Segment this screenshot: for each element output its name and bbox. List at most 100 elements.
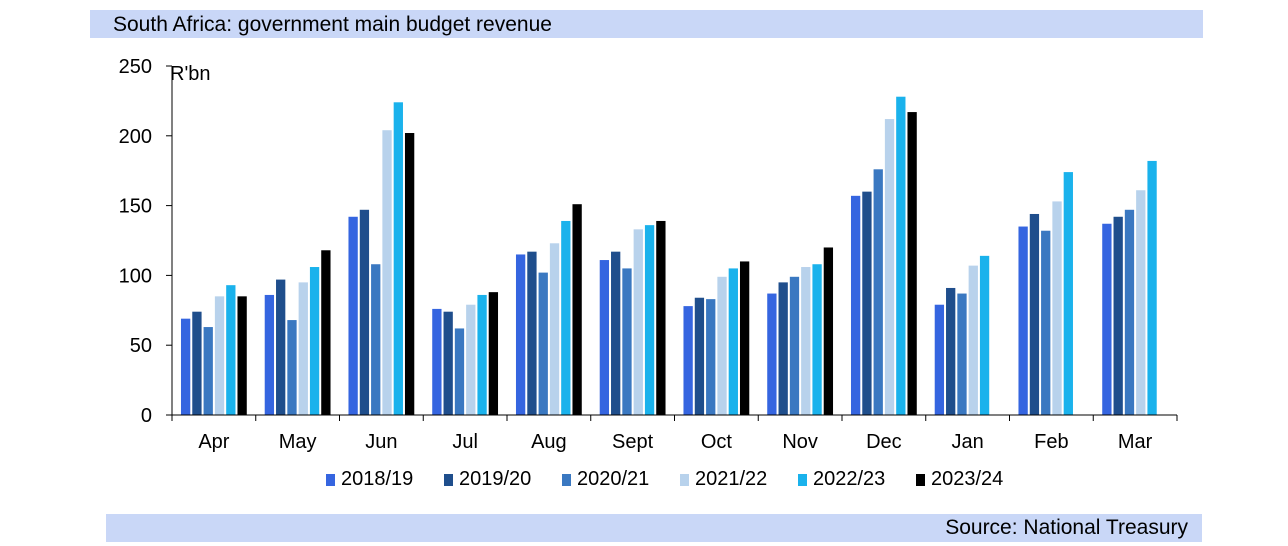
bar-2022-23-jul bbox=[477, 294, 487, 415]
bar-2020-21-nov bbox=[789, 276, 800, 415]
bar-2018-19-dec bbox=[850, 195, 861, 415]
bar-2019-20-jul bbox=[443, 311, 453, 415]
bar-2020-21-may bbox=[287, 320, 297, 415]
bar-2018-19-jul bbox=[432, 308, 442, 415]
bar-2020-21-aug bbox=[538, 272, 548, 415]
bar-2018-19-may bbox=[264, 294, 275, 415]
y-tick-label: 100 bbox=[119, 265, 152, 287]
bar-2020-21-mar bbox=[1124, 209, 1135, 415]
bar-2021-22-jul bbox=[466, 304, 476, 415]
x-tick-label: Apr bbox=[198, 431, 229, 453]
bar-2022-23-jan bbox=[979, 255, 990, 415]
x-tick-label: Oct bbox=[701, 431, 733, 453]
legend-label: 2018/19 bbox=[341, 468, 414, 490]
axes-group: 0 50 100 150 200 250 Apr May Jun Jul Aug Sept Oct Nov… bbox=[119, 56, 1178, 453]
legend-item-2023-24: 2023/24 bbox=[916, 468, 1003, 491]
legend-item-2018-19: 2018/19 bbox=[326, 468, 413, 491]
bar-2020-21-oct bbox=[706, 299, 716, 415]
x-tick-label: Jan bbox=[952, 431, 984, 453]
legend: 2018/19 2019/20 2020/21 2021/22 2022/23 2023/… bbox=[0, 468, 1288, 494]
bar-2021-22-aug bbox=[549, 243, 560, 415]
legend-label: 2020/21 bbox=[577, 468, 650, 490]
bar-2018-19-sept bbox=[599, 260, 610, 415]
bar-2018-19-apr bbox=[180, 318, 191, 415]
bar-2018-19-oct bbox=[683, 306, 693, 415]
bar-2018-19-nov bbox=[767, 293, 777, 415]
y-tick-label: 250 bbox=[119, 56, 152, 78]
bar-2023-24-jun bbox=[404, 133, 415, 415]
x-tick-label: Nov bbox=[782, 431, 818, 453]
y-tick-label: 200 bbox=[119, 126, 152, 148]
source-bar: Source: National Treasury bbox=[106, 514, 1202, 542]
bar-2023-24-dec bbox=[907, 112, 917, 416]
legend-swatch bbox=[798, 473, 807, 486]
x-tick-label: May bbox=[279, 431, 317, 453]
bar-2019-20-feb bbox=[1029, 213, 1040, 415]
legend-swatch bbox=[916, 473, 925, 486]
bar-2019-20-jan bbox=[946, 287, 956, 415]
bar-2023-24-nov bbox=[823, 247, 834, 415]
bar-2020-21-jun bbox=[371, 264, 381, 415]
bar-2018-19-jan bbox=[934, 304, 945, 415]
legend-item-2019-20: 2019/20 bbox=[444, 468, 531, 491]
x-tick-label: Mar bbox=[1118, 431, 1153, 453]
bar-2022-23-nov bbox=[812, 264, 822, 415]
bar-2021-22-may bbox=[298, 282, 308, 415]
bar-2022-23-may bbox=[309, 267, 320, 415]
bar-2018-19-jun bbox=[348, 216, 358, 415]
bars-group bbox=[180, 96, 1157, 416]
y-unit-label: R'bn bbox=[170, 63, 211, 85]
chart-title: South Africa: government main budget rev… bbox=[113, 13, 552, 36]
bar-2019-20-nov bbox=[778, 282, 788, 415]
bar-2021-22-oct bbox=[717, 276, 727, 415]
bar-2020-21-sept bbox=[622, 268, 632, 415]
x-tick-label: Jun bbox=[365, 431, 397, 453]
bar-2022-23-dec bbox=[896, 96, 906, 415]
bar-2021-22-dec bbox=[884, 119, 895, 415]
x-tick-label: Dec bbox=[866, 431, 902, 453]
bar-2019-20-sept bbox=[611, 251, 621, 415]
bar-2022-23-sept bbox=[644, 225, 655, 415]
bar-2023-24-apr bbox=[237, 296, 247, 415]
bar-2020-21-feb bbox=[1041, 230, 1051, 415]
x-tick-label: Aug bbox=[531, 431, 567, 453]
bar-2021-22-sept bbox=[633, 229, 643, 415]
legend-item-2020-21: 2020/21 bbox=[562, 468, 649, 491]
bar-2022-23-feb bbox=[1063, 172, 1073, 415]
legend-swatch bbox=[326, 473, 335, 486]
bar-2022-23-apr bbox=[226, 285, 236, 415]
bar-2019-20-may bbox=[276, 279, 286, 415]
bar-2023-24-jul bbox=[488, 292, 499, 415]
bar-2019-20-oct bbox=[694, 297, 705, 415]
bar-2018-19-aug bbox=[515, 254, 526, 415]
y-tick-label: 150 bbox=[119, 196, 152, 218]
legend-label: 2021/22 bbox=[695, 468, 768, 490]
bar-2021-22-jun bbox=[382, 130, 392, 415]
legend-label: 2019/20 bbox=[459, 468, 532, 490]
y-tick-label: 50 bbox=[130, 335, 152, 357]
bar-2022-23-oct bbox=[728, 268, 738, 415]
x-tick-label: Sept bbox=[612, 431, 654, 453]
bar-2022-23-aug bbox=[561, 220, 571, 415]
bar-2019-20-aug bbox=[527, 251, 537, 415]
bar-2020-21-jan bbox=[957, 293, 967, 415]
bar-2022-23-mar bbox=[1147, 160, 1157, 415]
bar-2023-24-may bbox=[321, 250, 331, 415]
bar-2020-21-jul bbox=[454, 328, 465, 415]
bar-2020-21-apr bbox=[203, 327, 213, 415]
legend-swatch bbox=[444, 473, 453, 486]
legend-label: 2022/23 bbox=[813, 468, 886, 490]
bar-2019-20-mar bbox=[1113, 216, 1123, 415]
bar-2023-24-aug bbox=[572, 204, 582, 415]
bar-2023-24-oct bbox=[739, 261, 750, 415]
legend-label: 2023/24 bbox=[931, 468, 1004, 490]
title-bar: South Africa: government main budget rev… bbox=[90, 10, 1203, 38]
legend-swatch bbox=[562, 473, 571, 486]
bar-2021-22-jan bbox=[968, 265, 978, 415]
x-tick-label: Jul bbox=[452, 431, 478, 453]
bar-2018-19-feb bbox=[1018, 226, 1028, 415]
bar-2021-22-apr bbox=[214, 296, 225, 415]
y-tick-label: 0 bbox=[141, 405, 152, 427]
legend-swatch bbox=[680, 473, 689, 486]
